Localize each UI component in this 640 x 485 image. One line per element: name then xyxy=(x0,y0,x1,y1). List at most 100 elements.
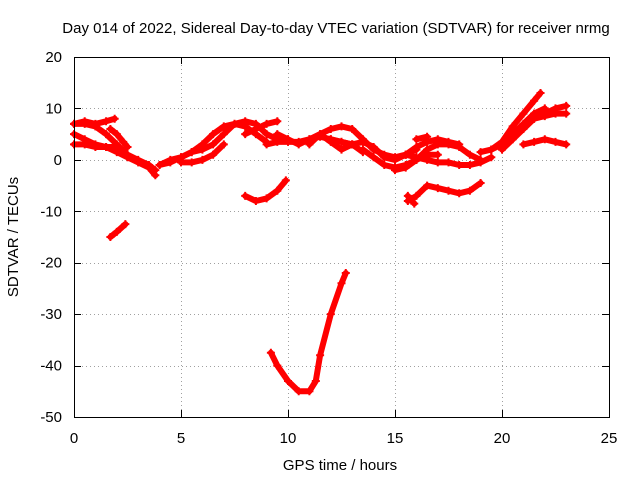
data-point-marker xyxy=(273,137,282,146)
data-point-marker xyxy=(177,158,185,167)
data-point-marker xyxy=(380,161,389,169)
data-point-marker xyxy=(508,135,517,144)
data-point-marker xyxy=(123,153,132,162)
data-point-marker xyxy=(348,140,357,149)
data-point-marker xyxy=(540,135,549,144)
data-point-marker xyxy=(91,143,100,151)
data-point-marker xyxy=(198,155,207,164)
data-point-marker xyxy=(262,194,271,203)
x-axis-title: GPS time / hours xyxy=(283,457,397,474)
data-point-marker xyxy=(337,279,346,288)
data-point-marker xyxy=(401,150,410,159)
data-point-marker xyxy=(455,161,464,169)
data-point-marker xyxy=(102,143,111,151)
data-point-marker xyxy=(102,117,111,126)
series-s18 xyxy=(412,132,432,144)
series-s8 xyxy=(155,117,292,169)
data-point-marker xyxy=(284,377,292,385)
data-point-marker xyxy=(294,387,303,396)
series-trace xyxy=(488,90,544,153)
y-tick-label: -40 xyxy=(40,358,62,375)
series-s26 xyxy=(403,191,419,208)
chart-title: Day 014 of 2022, Sidereal Day-to-day VTE… xyxy=(62,20,609,37)
data-point-marker xyxy=(112,227,121,236)
data-point-marker xyxy=(106,125,115,133)
data-point-marker xyxy=(230,119,239,128)
series-trace xyxy=(242,118,281,138)
data-point-marker xyxy=(444,140,453,149)
data-point-marker xyxy=(433,184,442,193)
data-point-marker xyxy=(423,145,432,154)
series-s9 xyxy=(177,140,228,167)
data-point-marker xyxy=(391,166,399,175)
data-point-marker xyxy=(241,191,250,200)
data-point-marker xyxy=(540,112,549,121)
data-point-marker xyxy=(530,114,539,123)
data-point-marker xyxy=(455,189,464,198)
series-s20 xyxy=(487,89,545,154)
plot-frame xyxy=(74,57,610,418)
data-point-marker xyxy=(112,130,121,139)
data-point-marker xyxy=(119,137,128,146)
series-trace xyxy=(107,126,131,150)
data-point-marker xyxy=(91,119,100,128)
data-point-marker xyxy=(121,220,130,229)
data-point-marker xyxy=(262,130,271,139)
series-s5 xyxy=(106,125,132,151)
series-s25 xyxy=(403,179,485,205)
series-s23 xyxy=(530,109,571,123)
series-trace xyxy=(531,110,570,122)
data-point-marker xyxy=(337,137,346,146)
series-trace xyxy=(404,192,418,207)
x-tick-label: 5 xyxy=(177,430,185,447)
data-point-marker xyxy=(102,130,111,139)
data-point-marker xyxy=(316,130,325,139)
data-point-marker xyxy=(423,132,432,141)
y-tick-label: -10 xyxy=(40,203,62,220)
data-point-marker xyxy=(455,143,464,151)
data-point-marker xyxy=(198,145,207,154)
data-point-marker xyxy=(273,117,282,126)
data-point-marker xyxy=(530,137,539,146)
series-s17 xyxy=(401,150,496,169)
data-point-marker xyxy=(348,125,357,133)
y-tick-label: 10 xyxy=(45,100,62,117)
x-tick-label: 20 xyxy=(494,430,511,447)
data-point-marker xyxy=(536,89,545,97)
data-point-marker xyxy=(476,148,485,157)
data-point-marker xyxy=(106,233,115,241)
data-point-marker xyxy=(476,158,485,167)
data-point-marker xyxy=(380,153,389,162)
y-tick-label: 20 xyxy=(45,49,62,66)
data-point-marker xyxy=(151,171,160,180)
data-point-marker xyxy=(251,197,260,205)
x-tick-label: 0 xyxy=(70,430,78,447)
series-s14 xyxy=(326,135,464,164)
data-point-marker xyxy=(433,158,442,167)
series-s27 xyxy=(266,269,350,396)
data-point-marker xyxy=(305,387,314,396)
data-point-marker xyxy=(551,137,560,146)
data-point-marker xyxy=(311,377,320,385)
data-point-marker xyxy=(241,130,250,139)
series-s24 xyxy=(241,176,290,205)
data-point-marker xyxy=(187,148,196,157)
series-trace xyxy=(267,270,349,395)
series-layer xyxy=(70,89,571,396)
data-point-marker xyxy=(562,101,571,110)
data-point-marker xyxy=(110,114,119,123)
data-point-marker xyxy=(219,122,228,131)
data-point-marker xyxy=(412,135,421,144)
data-point-marker xyxy=(337,145,346,154)
data-point-marker xyxy=(358,137,367,146)
data-point-marker xyxy=(562,140,571,149)
data-point-marker xyxy=(273,130,282,139)
data-point-marker xyxy=(266,348,275,357)
y-tick-label: -50 xyxy=(40,409,62,426)
data-point-marker xyxy=(508,122,517,131)
data-point-marker xyxy=(498,145,506,154)
data-point-marker xyxy=(444,186,453,195)
data-point-marker xyxy=(551,109,560,118)
data-point-marker xyxy=(433,140,442,149)
